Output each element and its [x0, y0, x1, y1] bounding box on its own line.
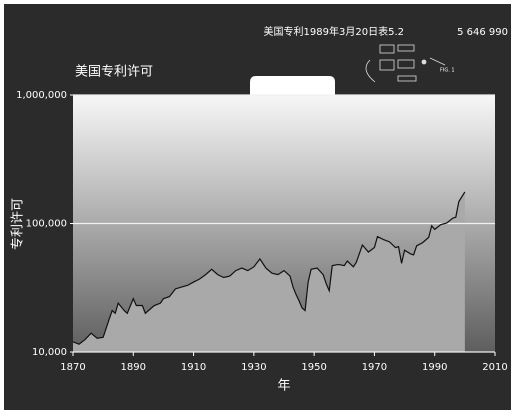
x-axis-label: 年 — [277, 379, 290, 394]
y-tick-label: 100,000 — [26, 219, 67, 230]
y-tick-label: 10,000 — [32, 347, 67, 358]
annotation: 美国专利1989年3月20日表5.2 — [264, 25, 404, 38]
x-tick-label: 1970 — [362, 362, 387, 373]
svg-text:FIG. 1: FIG. 1 — [440, 68, 455, 74]
tab-label: 对数图 — [272, 79, 311, 95]
area — [73, 191, 465, 352]
x-tick-label: 1950 — [301, 362, 326, 373]
x-tick-label: 1890 — [121, 362, 146, 373]
annotation-number: 5 646 990 — [457, 27, 508, 38]
y-tick-label: 1,000,000 — [16, 90, 67, 101]
tab — [250, 76, 335, 95]
patent-drawing: FIG. 1 — [365, 44, 455, 83]
x-tick-label: 1870 — [60, 362, 85, 373]
x-tick-label: 2010 — [482, 362, 507, 373]
y-axis-label: 专利许可 — [11, 198, 26, 250]
x-tick-label: 1910 — [181, 362, 206, 373]
x-tick-label: 1930 — [241, 362, 266, 373]
line — [72, 191, 466, 345]
x-tick-label: 1990 — [422, 362, 447, 373]
chart-title: 美国专利许可 — [75, 65, 153, 80]
